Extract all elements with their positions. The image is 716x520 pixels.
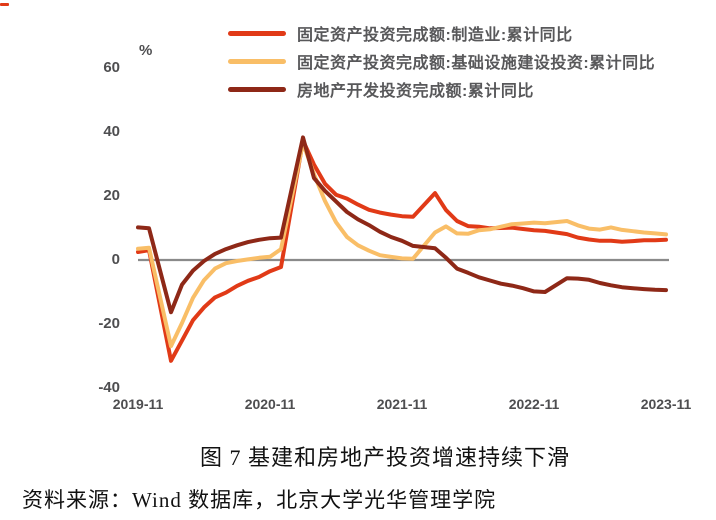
legend-label-2: 固定资产投资完成额:基础设施建设投资:累计同比 [297,55,656,72]
series-line-2 [136,140,668,349]
series-line-3 [136,135,668,315]
plot-area [136,135,669,363]
y-tick-0: 0 [111,251,120,268]
x-tick-2020-11: 2020-11 [244,396,296,412]
y-tick--20: -20 [98,315,120,332]
x-tick-2022-11: 2022-11 [508,396,560,412]
y-tick-40: 40 [103,123,120,140]
y-axis-unit-label: % [139,42,153,59]
legend-swatch-3 [228,86,286,92]
x-tick-2019-11: 2019-11 [112,396,164,412]
chart-legend: 固定资产投资完成额:制造业:累计同比固定资产投资完成额:基础设施建设投资:累计同… [228,19,655,103]
series-line-1 [136,138,668,363]
y-tick--40: -40 [98,379,120,396]
y-tick-60: 60 [103,59,120,76]
source-note: 资料来源：Wind 数据库，北京大学光华管理学院 [22,488,497,512]
legend-swatch-2 [228,58,286,64]
y-tick-20: 20 [103,187,120,204]
legend-item-1: 固定资产投资完成额:制造业:累计同比 [228,19,655,47]
chart-caption: 图 7 基建和房地产投资增速持续下滑 [199,445,571,470]
legend-item-3: 房地产开发投资完成额:累计同比 [228,75,655,103]
x-tick-2021-11: 2021-11 [376,396,428,412]
legend-label-3: 房地产开发投资完成额:累计同比 [297,83,534,100]
x-tick-2023-11: 2023-11 [640,396,692,412]
legend-label-1: 固定资产投资完成额:制造业:累计同比 [297,27,573,44]
corner-dash [0,3,9,6]
legend-swatch-1 [228,30,286,36]
legend-item-2: 固定资产投资完成额:基础设施建设投资:累计同比 [228,47,655,75]
